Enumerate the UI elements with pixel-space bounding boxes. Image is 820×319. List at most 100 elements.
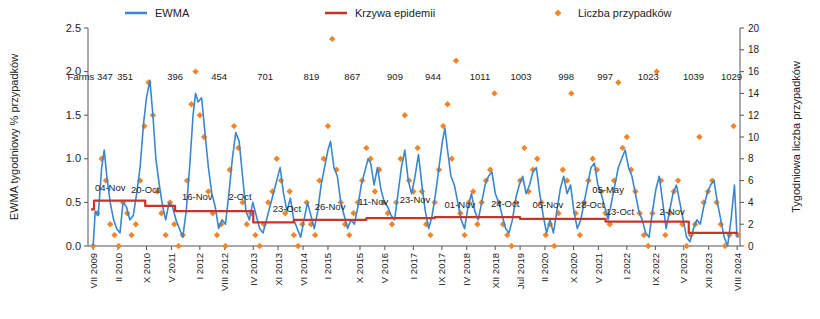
legend: EWMAKrzywa epidemiiLiczba przypadków <box>125 7 672 19</box>
legend-line <box>125 12 147 15</box>
x-tick <box>413 246 414 250</box>
scatter-point <box>192 68 198 74</box>
x-tick <box>171 246 172 250</box>
y2-tick <box>740 137 744 138</box>
chart-container: 0.00.51.01.52.02.502468101214161820VII 2… <box>0 0 820 319</box>
legend-marker <box>555 10 562 17</box>
x-tick-label: XII 2018 <box>490 253 501 288</box>
y-tick-label: 2.5 <box>66 22 81 34</box>
x-tick <box>655 246 656 250</box>
x-tick-label: II 2020 <box>539 253 550 282</box>
annotation: 1039 <box>683 71 704 82</box>
annotation: 1023 <box>638 71 659 82</box>
scatter-point <box>453 58 459 64</box>
y-tick <box>84 158 88 159</box>
scatter-point <box>645 243 651 249</box>
scatter-point <box>291 232 297 238</box>
annotation: 20-Oct <box>131 184 160 195</box>
x-tick-label: I 2017 <box>408 253 419 279</box>
x-tick-label: V 2021 <box>593 253 604 283</box>
scatter-point <box>696 134 702 140</box>
scatter-point <box>730 123 736 129</box>
y-tick <box>84 202 88 203</box>
scatter-point <box>389 221 395 227</box>
annotation: 1011 <box>470 71 490 82</box>
annotation: 23-Oct <box>273 203 302 214</box>
annotation: 06-Nov <box>533 199 564 210</box>
x-tick <box>520 246 521 250</box>
y-axis-line <box>88 28 89 246</box>
annotation: 909 <box>387 71 403 82</box>
scatter-point <box>414 145 420 151</box>
y2-tick <box>740 224 744 225</box>
annotation: 454 <box>211 71 227 82</box>
plot-marks <box>90 36 741 250</box>
y2-tick-label: 18 <box>748 44 760 55</box>
x-tick-label: I 2022 <box>621 253 632 279</box>
annotation: 26-Nov <box>315 201 346 212</box>
y2-tick <box>740 158 744 159</box>
y2-tick-label: 20 <box>748 23 760 34</box>
scatter-point <box>363 145 369 151</box>
scatter-point <box>128 232 134 238</box>
x-tick-label: I 2012 <box>194 253 205 279</box>
y-tick-label: 1.5 <box>66 109 81 121</box>
scatter-point <box>252 232 258 238</box>
y2-tick-label: 6 <box>748 175 754 186</box>
scatter-point <box>543 232 549 238</box>
scatter-point <box>615 79 621 85</box>
annotation: 1003 <box>510 71 531 82</box>
scatter-point <box>214 232 220 238</box>
step-line <box>91 201 738 233</box>
scatter-point <box>325 123 331 129</box>
annotation: 04-Nov <box>95 182 126 193</box>
scatter-point <box>427 232 433 238</box>
scatter-point <box>624 134 630 140</box>
annotation: 701 <box>257 71 273 82</box>
x-tick <box>441 246 442 250</box>
y2-tick-label: 0 <box>748 241 754 252</box>
y2-tick <box>740 49 744 50</box>
scatter-point <box>577 232 583 238</box>
annotation: 867 <box>344 71 360 82</box>
legend-label: Liczba przypadków <box>578 7 672 19</box>
x-tick-label: IX 2022 <box>650 253 661 286</box>
annotation: 05-May <box>592 184 624 195</box>
scatter-point <box>508 243 514 249</box>
annotation: 2-Nov <box>659 206 685 217</box>
x-tick-label: V 2011 <box>166 253 177 282</box>
scatter-point <box>560 167 566 173</box>
y2-tick-label: 8 <box>748 153 754 164</box>
annotation: 998 <box>558 71 574 82</box>
scatter-point <box>286 188 292 194</box>
annotation: 23-Nov <box>400 194 431 205</box>
scatter-point <box>491 90 497 96</box>
annotation: 351 <box>117 71 133 82</box>
scatter-point <box>274 156 280 162</box>
x-tick <box>544 246 545 250</box>
annotation: 11-Nov <box>358 196 388 207</box>
scatter-point <box>568 90 574 96</box>
x-tick <box>146 246 147 250</box>
y2-tick-label: 4 <box>748 197 754 208</box>
x-tick <box>359 246 360 250</box>
scatter-point <box>675 177 681 183</box>
y2-tick-label: 2 <box>748 219 754 230</box>
x-tick-label: VIII 2024 <box>732 253 743 291</box>
x-tick <box>253 246 254 250</box>
annotation: 13-Oct <box>606 206 635 217</box>
legend-line <box>325 12 347 15</box>
x-tick-label: I 2015 <box>322 253 333 279</box>
y2-tick <box>740 246 744 247</box>
x-tick-label: V 2023 <box>678 253 689 283</box>
x-tick <box>199 246 200 250</box>
scatter-point <box>589 156 595 162</box>
x-tick <box>495 246 496 250</box>
x-tick-label: VI 2014 <box>298 253 309 286</box>
y2-tick-label: 10 <box>748 132 760 143</box>
scatter-point <box>163 232 169 238</box>
x-tick-label: XII 2023 <box>703 253 714 288</box>
scatter-point <box>683 243 689 249</box>
y2-tick <box>740 28 744 29</box>
x-tick-label: IV 2018 <box>461 253 472 286</box>
